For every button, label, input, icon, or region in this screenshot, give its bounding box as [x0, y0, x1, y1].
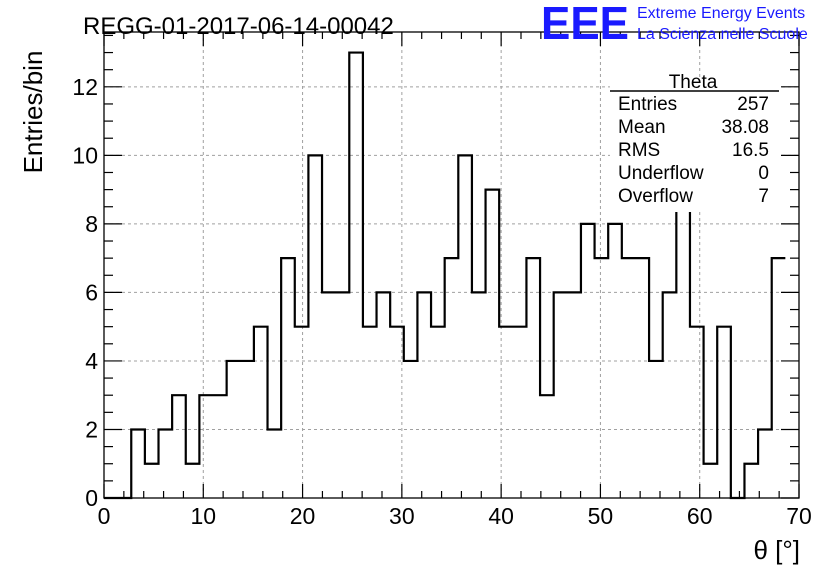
y-tick-label: 12 [72, 74, 98, 100]
y-tick-label: 4 [85, 348, 98, 374]
x-tick-label: 0 [98, 503, 111, 529]
stats-value-mean: 38.08 [721, 117, 769, 138]
chart-title: REGG-01-2017-06-14-00042 [83, 13, 394, 40]
x-tick-label: 20 [290, 503, 316, 529]
logo-text-line2: La Scienza nelle Scuole [637, 26, 808, 43]
logo-text-line1: Extreme Energy Events [637, 5, 805, 22]
y-axis-label: Entries/bin [18, 51, 48, 174]
stats-box: Theta Entries 257 Mean 38.08 RMS 16.5 Un… [610, 72, 779, 212]
stats-box-background [610, 80, 779, 212]
stats-label-entries: Entries [618, 94, 677, 115]
x-tick-label: 10 [190, 503, 216, 529]
stats-value-entries: 257 [737, 94, 769, 115]
eee-logo: EEE Extreme Energy Events La Scienza nel… [541, 0, 808, 49]
x-tick-label: 70 [786, 503, 812, 529]
x-tick-label: 30 [389, 503, 415, 529]
axis-ticks [103, 32, 800, 499]
stats-label-underflow: Underflow [618, 163, 704, 184]
y-tick-label: 8 [85, 211, 98, 237]
x-axis-label: θ [°] [753, 535, 800, 565]
stats-label-rms: RMS [618, 140, 660, 161]
plot-frame [103, 31, 800, 499]
y-tick-label: 0 [85, 485, 98, 511]
eee-logo-mark: EEE [541, 0, 629, 49]
x-tick-label: 60 [687, 503, 713, 529]
y-tick-label: 2 [85, 416, 98, 442]
stats-label-overflow: Overflow [618, 186, 693, 207]
stats-value-overflow: 7 [758, 186, 769, 207]
y-tick-label: 10 [72, 142, 98, 168]
stats-value-rms: 16.5 [732, 140, 769, 161]
stats-label-mean: Mean [618, 117, 666, 138]
grid-lines [104, 32, 799, 498]
x-tick-label: 50 [588, 503, 614, 529]
stats-box-title: Theta [669, 72, 718, 93]
stats-value-underflow: 0 [758, 163, 769, 184]
x-tick-label: 40 [488, 503, 514, 529]
y-tick-label: 6 [85, 279, 98, 305]
